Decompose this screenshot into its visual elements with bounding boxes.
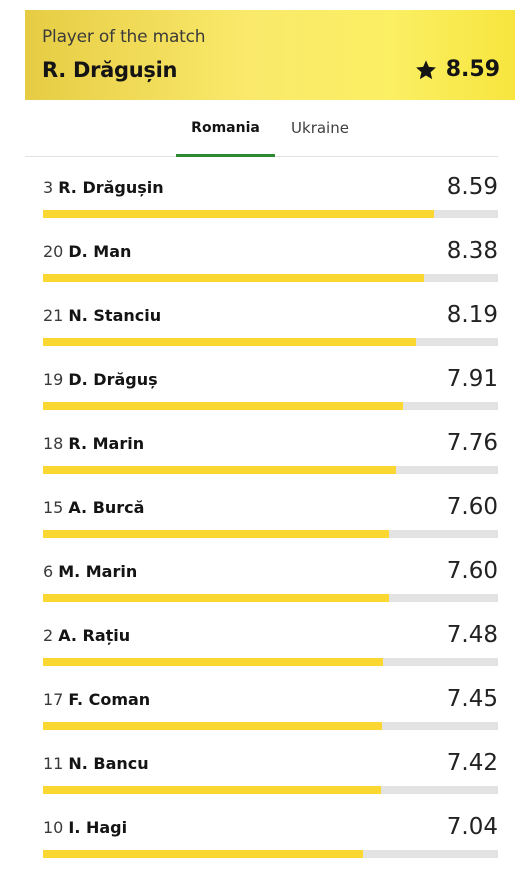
- player-number: 2: [43, 626, 54, 645]
- rating-bar-track: [43, 722, 498, 730]
- player-label: 17 F. Coman: [43, 690, 150, 709]
- player-label: 6 M. Marin: [43, 562, 137, 581]
- player-rating: 7.48: [446, 622, 498, 648]
- rating-bar-track: [43, 274, 498, 282]
- player-rating: 7.91: [446, 366, 498, 392]
- player-label: 19 D. Drăguș: [43, 370, 158, 389]
- player-row: 11 N. Bancu 7.42: [43, 746, 498, 810]
- player-number: 11: [43, 754, 64, 773]
- rating-bar-fill: [43, 786, 381, 794]
- player-row: 2 A. Rațiu 7.48: [43, 618, 498, 682]
- rating-bar-fill: [43, 402, 403, 410]
- player-ratings-list: 3 R. Drăgușin 8.59 20 D. Man 8.38 21 N. Stanciu…: [43, 170, 498, 874]
- player-number: 17: [43, 690, 64, 709]
- player-name: N. Stanciu: [68, 306, 162, 325]
- player-label: 15 A. Burcă: [43, 498, 144, 517]
- player-name: F. Coman: [68, 690, 151, 709]
- player-number: 6: [43, 562, 54, 581]
- player-rating: 8.19: [446, 302, 498, 328]
- player-of-the-match-banner: Player of the match R. Drăgușin 8.59: [25, 10, 515, 100]
- player-rating: 8.59: [446, 174, 498, 200]
- player-label: 20 D. Man: [43, 242, 131, 261]
- player-row: 15 A. Burcă 7.60: [43, 490, 498, 554]
- player-rating: 7.42: [446, 750, 498, 776]
- player-name: D. Man: [68, 242, 132, 261]
- rating-bar-track: [43, 594, 498, 602]
- player-number: 19: [43, 370, 64, 389]
- player-row: 3 R. Drăgușin 8.59: [43, 170, 498, 234]
- player-name: D. Drăguș: [68, 370, 158, 389]
- rating-bar-track: [43, 402, 498, 410]
- rating-bar-fill: [43, 722, 382, 730]
- rating-bar-fill: [43, 594, 389, 602]
- player-label: 11 N. Bancu: [43, 754, 149, 773]
- player-number: 21: [43, 306, 64, 325]
- rating-bar-track: [43, 338, 498, 346]
- player-label: 3 R. Drăgușin: [43, 178, 164, 197]
- player-row: 17 F. Coman 7.45: [43, 682, 498, 746]
- rating-bar-fill: [43, 210, 434, 218]
- player-rating: 7.60: [446, 558, 498, 584]
- motm-rating-group: 8.59: [415, 57, 500, 82]
- player-number: 18: [43, 434, 64, 453]
- player-rating: 7.60: [446, 494, 498, 520]
- player-label: 2 A. Rațiu: [43, 626, 130, 645]
- tab-romania[interactable]: Romania: [176, 110, 275, 157]
- rating-bar-fill: [43, 530, 389, 538]
- rating-bar-track: [43, 658, 498, 666]
- player-label: 21 N. Stanciu: [43, 306, 161, 325]
- rating-bar-fill: [43, 850, 363, 858]
- motm-label: Player of the match: [42, 27, 206, 47]
- player-rating: 8.38: [446, 238, 498, 264]
- player-name: I. Hagi: [68, 818, 128, 837]
- player-name: R. Marin: [68, 434, 145, 453]
- player-label: 10 I. Hagi: [43, 818, 127, 837]
- player-rating: 7.76: [446, 430, 498, 456]
- player-number: 10: [43, 818, 64, 837]
- motm-player-name: R. Drăgușin: [42, 58, 178, 82]
- player-number: 3: [43, 178, 54, 197]
- player-number: 20: [43, 242, 64, 261]
- rating-bar-track: [43, 466, 498, 474]
- player-rating: 7.45: [446, 686, 498, 712]
- rating-bar-track: [43, 786, 498, 794]
- player-name: R. Drăgușin: [58, 178, 164, 197]
- player-row: 19 D. Drăguș 7.91: [43, 362, 498, 426]
- rating-bar-track: [43, 530, 498, 538]
- player-label: 18 R. Marin: [43, 434, 144, 453]
- rating-bar-fill: [43, 466, 396, 474]
- rating-bar-track: [43, 850, 498, 858]
- player-row: 21 N. Stanciu 8.19: [43, 298, 498, 362]
- tab-ukraine[interactable]: Ukraine: [291, 119, 349, 137]
- player-row: 6 M. Marin 7.60: [43, 554, 498, 618]
- player-name: A. Burcă: [68, 498, 145, 517]
- rating-bar-fill: [43, 274, 424, 282]
- player-number: 15: [43, 498, 64, 517]
- player-row: 20 D. Man 8.38: [43, 234, 498, 298]
- rating-bar-fill: [43, 338, 416, 346]
- motm-rating: 8.59: [445, 57, 500, 82]
- player-name: M. Marin: [58, 562, 138, 581]
- player-row: 18 R. Marin 7.76: [43, 426, 498, 490]
- team-tabs: Romania Ukraine: [25, 110, 498, 157]
- star-icon: [415, 59, 436, 79]
- rating-bar-fill: [43, 658, 383, 666]
- player-rating: 7.04: [446, 814, 498, 840]
- player-name: N. Bancu: [68, 754, 149, 773]
- rating-bar-track: [43, 210, 498, 218]
- player-row: 10 I. Hagi 7.04: [43, 810, 498, 874]
- player-name: A. Rațiu: [58, 626, 131, 645]
